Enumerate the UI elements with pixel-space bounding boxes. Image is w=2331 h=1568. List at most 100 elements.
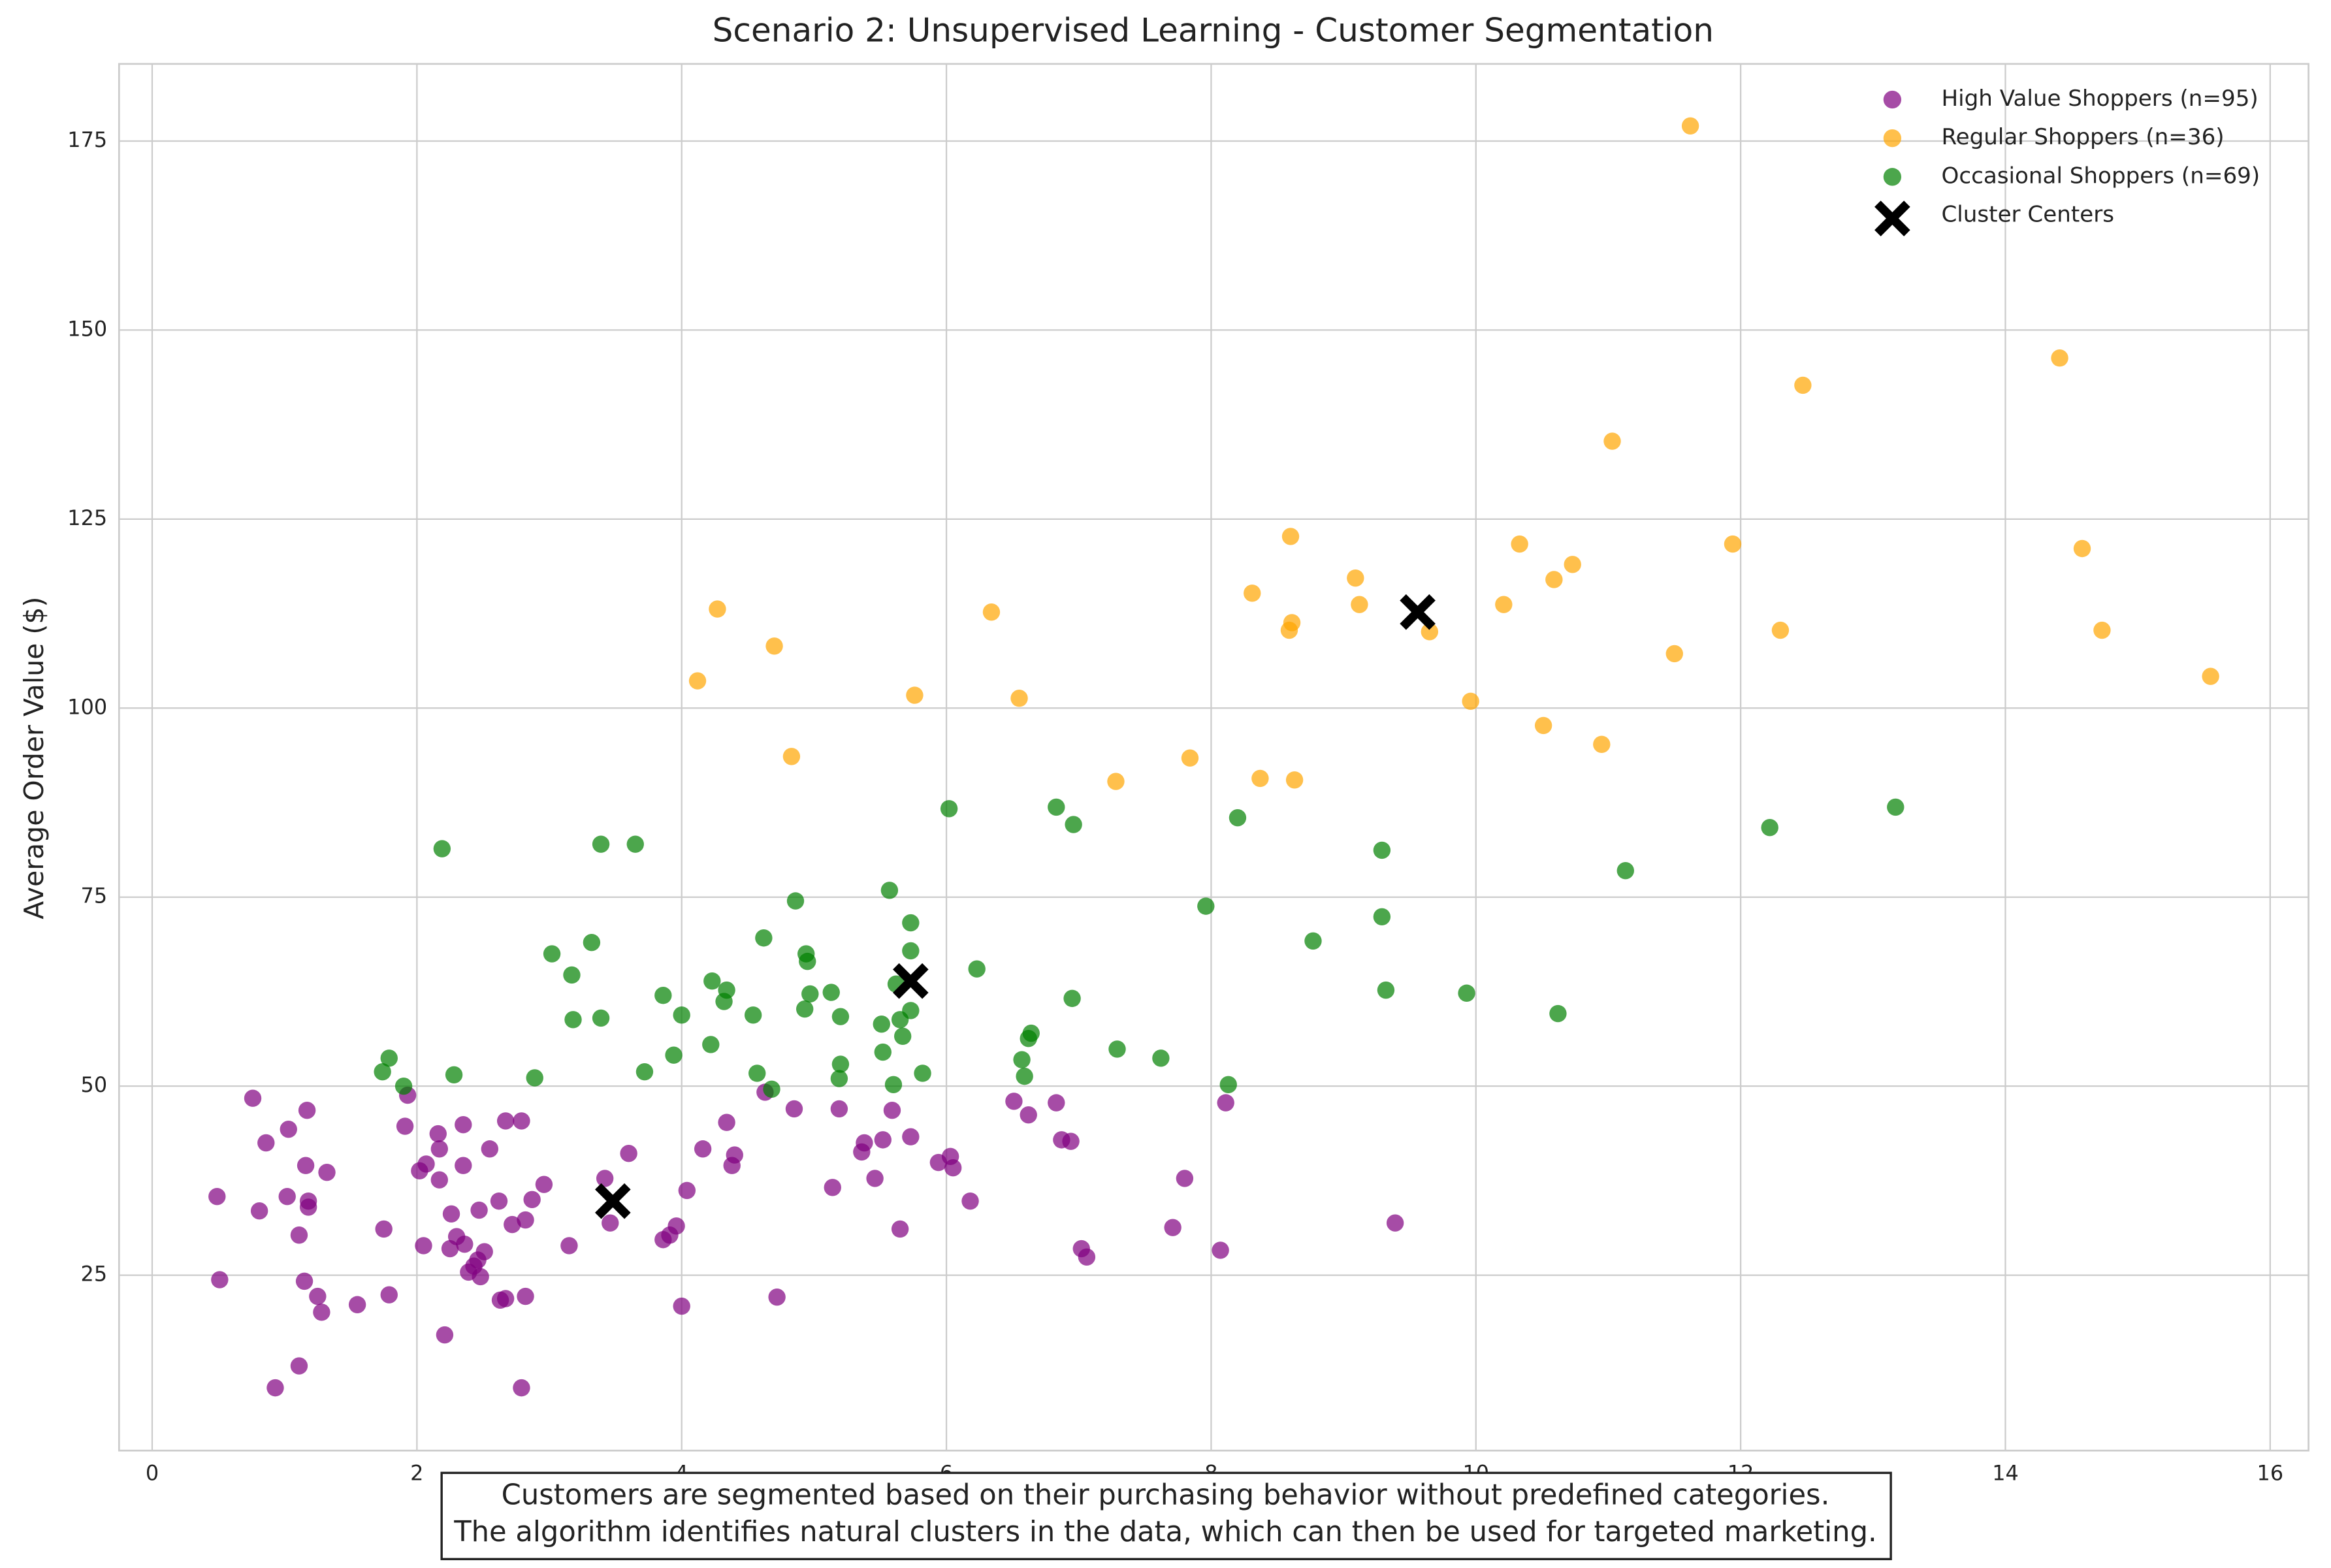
x-tick-label: 2 [410, 1461, 423, 1486]
point [1152, 1049, 1170, 1067]
point [763, 1080, 780, 1098]
y-tick-label: 100 [67, 694, 107, 719]
point [602, 1214, 619, 1232]
point [2073, 539, 2091, 558]
point [563, 966, 581, 984]
point [430, 1171, 448, 1189]
point [415, 1237, 432, 1255]
cluster-center [594, 1183, 631, 1219]
point [1603, 432, 1621, 450]
point [298, 1102, 316, 1119]
point [309, 1287, 327, 1305]
point [290, 1226, 308, 1244]
point [1665, 645, 1683, 663]
point [620, 1145, 637, 1162]
point [1244, 584, 1261, 602]
point [526, 1069, 543, 1087]
point [902, 1128, 920, 1145]
point [830, 1070, 848, 1087]
point [782, 748, 801, 765]
point [496, 1290, 515, 1307]
point [208, 1187, 226, 1206]
legend-label: Occasional Shoppers (n=69) [1941, 163, 2260, 189]
point [673, 1006, 690, 1024]
point [374, 1063, 391, 1081]
point [1534, 716, 1552, 735]
point [250, 1202, 268, 1220]
point [968, 960, 986, 978]
point [278, 1187, 296, 1206]
point [1048, 1094, 1065, 1112]
point [831, 1008, 850, 1025]
point [1347, 569, 1364, 587]
point [824, 1179, 841, 1196]
point [504, 1215, 521, 1234]
point [1176, 1170, 1194, 1187]
point [785, 1100, 803, 1118]
point [280, 1120, 297, 1138]
point [822, 984, 840, 1001]
point [715, 993, 733, 1010]
point [891, 1220, 909, 1238]
point [748, 1064, 766, 1082]
point [1251, 769, 1269, 788]
point [380, 1286, 398, 1304]
point [744, 1006, 762, 1024]
y-tick-label: 50 [81, 1072, 108, 1097]
point [906, 686, 924, 704]
point [295, 1272, 313, 1290]
point [1616, 862, 1634, 880]
point [801, 985, 819, 1003]
point [1724, 535, 1742, 553]
x-tick-label: 14 [1992, 1461, 2019, 1486]
plot-frame [118, 63, 2309, 1452]
point [1229, 808, 1247, 827]
point [1545, 571, 1563, 588]
point [1065, 816, 1082, 833]
point [830, 1100, 848, 1118]
point [297, 1157, 315, 1174]
point [475, 1243, 493, 1260]
point [1377, 981, 1395, 999]
point [417, 1155, 435, 1173]
point [1013, 1051, 1031, 1068]
point [396, 1117, 414, 1135]
point [433, 840, 451, 857]
point [1373, 908, 1391, 926]
point [626, 835, 644, 853]
point [1164, 1219, 1182, 1236]
point [891, 1011, 909, 1029]
point [1421, 623, 1439, 641]
point [1108, 1040, 1126, 1058]
point [1373, 841, 1391, 859]
point [455, 1116, 472, 1134]
point [592, 1009, 610, 1027]
point [257, 1134, 275, 1152]
point [517, 1211, 534, 1229]
point [678, 1181, 696, 1200]
point [583, 933, 601, 952]
point [513, 1379, 530, 1397]
point [796, 1000, 814, 1018]
x-tick-label: 16 [2257, 1461, 2284, 1486]
point [673, 1297, 690, 1315]
point [375, 1220, 393, 1238]
point [348, 1296, 366, 1313]
point [456, 1235, 474, 1253]
point [883, 1102, 901, 1119]
point [244, 1089, 262, 1107]
point [665, 1046, 683, 1064]
point [513, 1112, 530, 1130]
point [688, 672, 707, 690]
point [718, 1113, 735, 1131]
point [635, 1063, 654, 1081]
point [1771, 621, 1790, 639]
point [2202, 667, 2219, 685]
y-tick-label: 125 [67, 505, 107, 530]
annotation: The algorithm identifies natural cluster… [453, 1516, 1877, 1548]
point [436, 1326, 454, 1344]
point [1078, 1248, 1096, 1266]
point [313, 1304, 330, 1321]
point [654, 987, 672, 1004]
point [1063, 989, 1081, 1008]
